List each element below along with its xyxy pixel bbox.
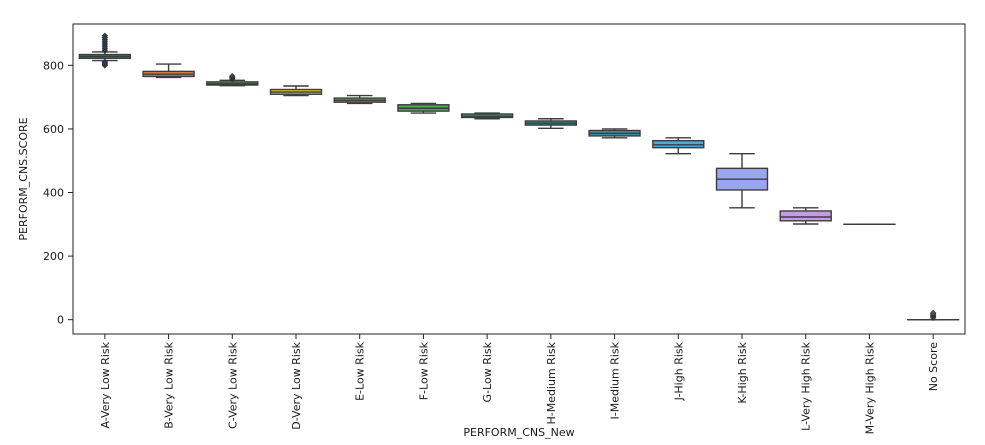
y-axis-title: PERFORM_CNS.SCORE bbox=[17, 117, 30, 240]
x-tick-label: B-Very Low Risk bbox=[163, 341, 176, 428]
outlier-point bbox=[101, 32, 109, 39]
outlier-point bbox=[929, 309, 937, 317]
x-tick-label: L-Very High Risk bbox=[800, 341, 813, 430]
y-axis: 0 200 400 600 800 bbox=[43, 59, 73, 327]
y-tick-label: 400 bbox=[43, 187, 64, 200]
outlier-point bbox=[229, 72, 236, 80]
x-tick-label: J-High Risk bbox=[672, 341, 685, 401]
box-5 bbox=[333, 94, 386, 105]
x-tick-label: D-Very Low Risk bbox=[290, 341, 303, 429]
x-tick-label: I-Medium Risk bbox=[609, 341, 622, 419]
x-tick-label: G-Low Risk bbox=[481, 341, 494, 402]
plot-frame bbox=[72, 23, 966, 335]
box-4 bbox=[269, 85, 323, 97]
x-tick-label: E-Low Risk bbox=[354, 341, 367, 401]
x-tick-label: M-Very High Risk bbox=[863, 341, 876, 434]
y-tick-label: 800 bbox=[43, 59, 64, 72]
x-tick-label: K-High Risk bbox=[736, 341, 749, 403]
box-8 bbox=[524, 118, 578, 129]
x-tick-label: H-Medium Risk bbox=[545, 341, 558, 424]
box-2 bbox=[142, 63, 195, 79]
box-1 bbox=[78, 32, 132, 69]
box-9 bbox=[588, 128, 641, 139]
box-6 bbox=[397, 102, 450, 114]
y-tick-label: 0 bbox=[57, 314, 64, 327]
y-tick-label: 200 bbox=[43, 250, 64, 263]
plot-marks bbox=[78, 32, 960, 321]
box-11 bbox=[715, 153, 769, 209]
box-7 bbox=[460, 112, 514, 120]
y-tick-label: 600 bbox=[43, 123, 64, 136]
x-axis: A-Very Low Risk B-Very Low Risk C-Very Low… bbox=[99, 334, 940, 434]
x-tick-label: C-Very Low Risk bbox=[226, 341, 239, 429]
box-12 bbox=[779, 207, 832, 225]
x-tick-label: No Score bbox=[927, 342, 940, 391]
box-body bbox=[779, 210, 832, 222]
x-tick-label: F-Low Risk bbox=[417, 341, 430, 400]
x-tick-label: A-Very Low Risk bbox=[99, 341, 112, 428]
box-3 bbox=[206, 72, 259, 87]
outlier-point bbox=[101, 58, 109, 66]
box-10 bbox=[652, 137, 705, 155]
x-axis-title: PERFORM_CNS_New bbox=[463, 426, 574, 439]
box-14 bbox=[906, 309, 960, 321]
